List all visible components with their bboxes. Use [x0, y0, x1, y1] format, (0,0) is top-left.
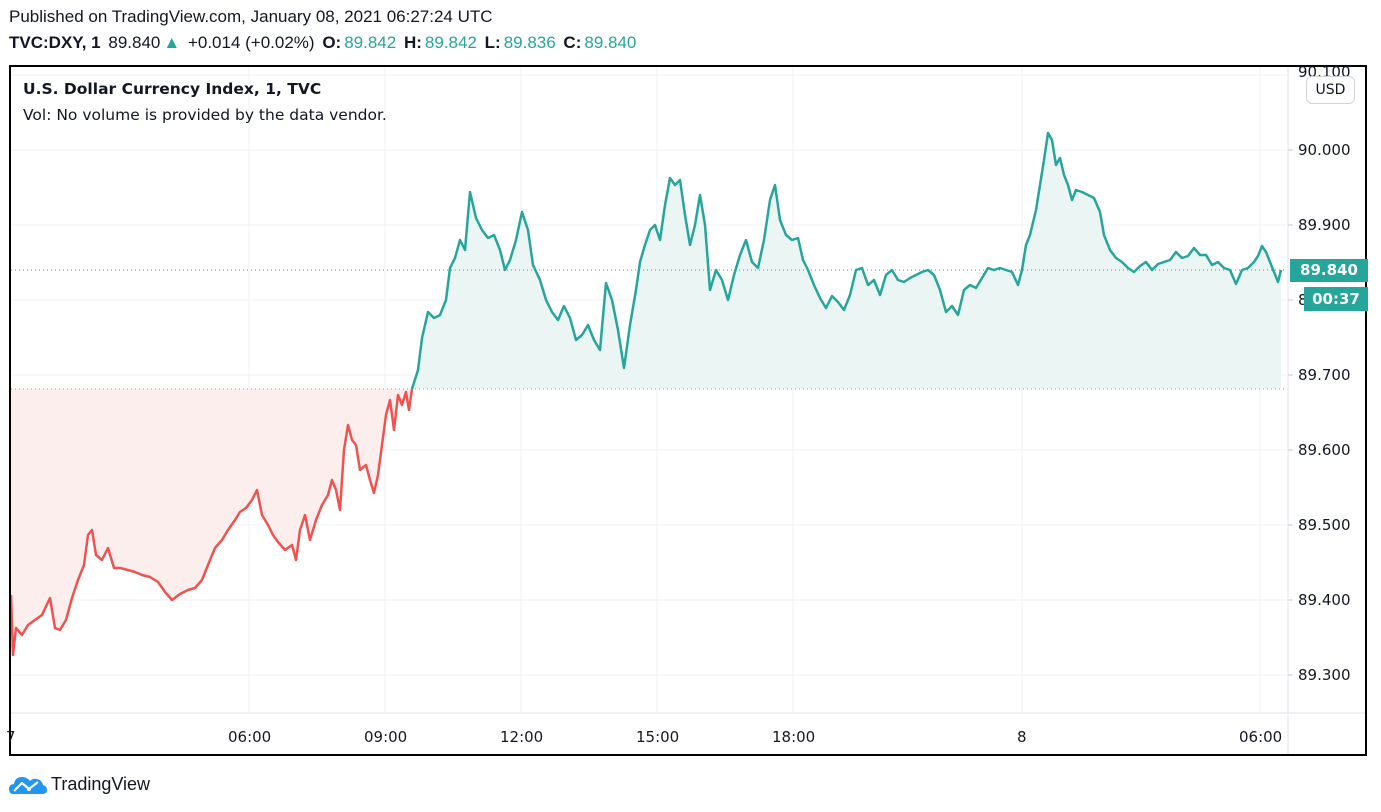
price-tick: 90.000 [1298, 141, 1351, 159]
price-tick: 89.900 [1298, 216, 1351, 234]
time-tick: 15:00 [636, 728, 680, 746]
tradingview-logo-icon [9, 777, 47, 794]
grid [11, 67, 1287, 712]
price-tick: 89.700 [1298, 366, 1351, 384]
close-label: C: [563, 33, 582, 52]
currency-button[interactable]: USD [1306, 76, 1355, 104]
up-area-fill [412, 133, 1281, 389]
symbol-label: TVC:DXY, 1 [9, 33, 101, 52]
low-value: 89.836 [503, 33, 556, 52]
bar-countdown-tag: 00:37 [1304, 287, 1368, 311]
up-arrow-icon: ▲ [163, 33, 181, 52]
open-label: O: [322, 33, 342, 52]
quote-bar: TVC:DXY, 1 89.840 ▲ +0.014 (+0.02%) O: 89.… [9, 33, 639, 53]
time-tick: 8 [1017, 728, 1027, 746]
price-tick: 89.500 [1298, 516, 1351, 534]
chart-frame [9, 65, 1367, 756]
legend-title: U.S. Dollar Currency Index, 1, TVC [23, 80, 322, 98]
price-tick: 89.300 [1298, 666, 1351, 684]
price-tick: 89.600 [1298, 441, 1351, 459]
high-label: H: [403, 33, 422, 52]
open-value: 89.842 [344, 33, 397, 52]
up-price-line [410, 131, 1283, 390]
tradingview-brand[interactable]: TradingView [9, 772, 150, 796]
time-tick: 18:00 [772, 728, 816, 746]
price-change: +0.014 (+0.02%) [187, 33, 315, 52]
down-area-fill [11, 389, 412, 655]
time-tick: 12:00 [500, 728, 544, 746]
current-price-tag: 89.840 [1290, 259, 1368, 282]
low-label: L: [484, 33, 501, 52]
time-tick: 7 [6, 728, 16, 746]
last-price: 89.840 [108, 33, 161, 52]
time-tick: 06:00 [1239, 728, 1283, 746]
volume-note: Vol: No volume is provided by the data v… [23, 106, 387, 124]
down-price-line [11, 388, 414, 657]
close-value: 89.840 [584, 33, 637, 52]
published-note: Published on TradingView.com, January 08… [9, 7, 493, 26]
brand-name: TradingView [51, 773, 151, 794]
time-tick: 06:00 [228, 728, 272, 746]
price-tick: 89.400 [1298, 591, 1351, 609]
high-value: 89.842 [424, 33, 477, 52]
time-tick: 09:00 [364, 728, 408, 746]
